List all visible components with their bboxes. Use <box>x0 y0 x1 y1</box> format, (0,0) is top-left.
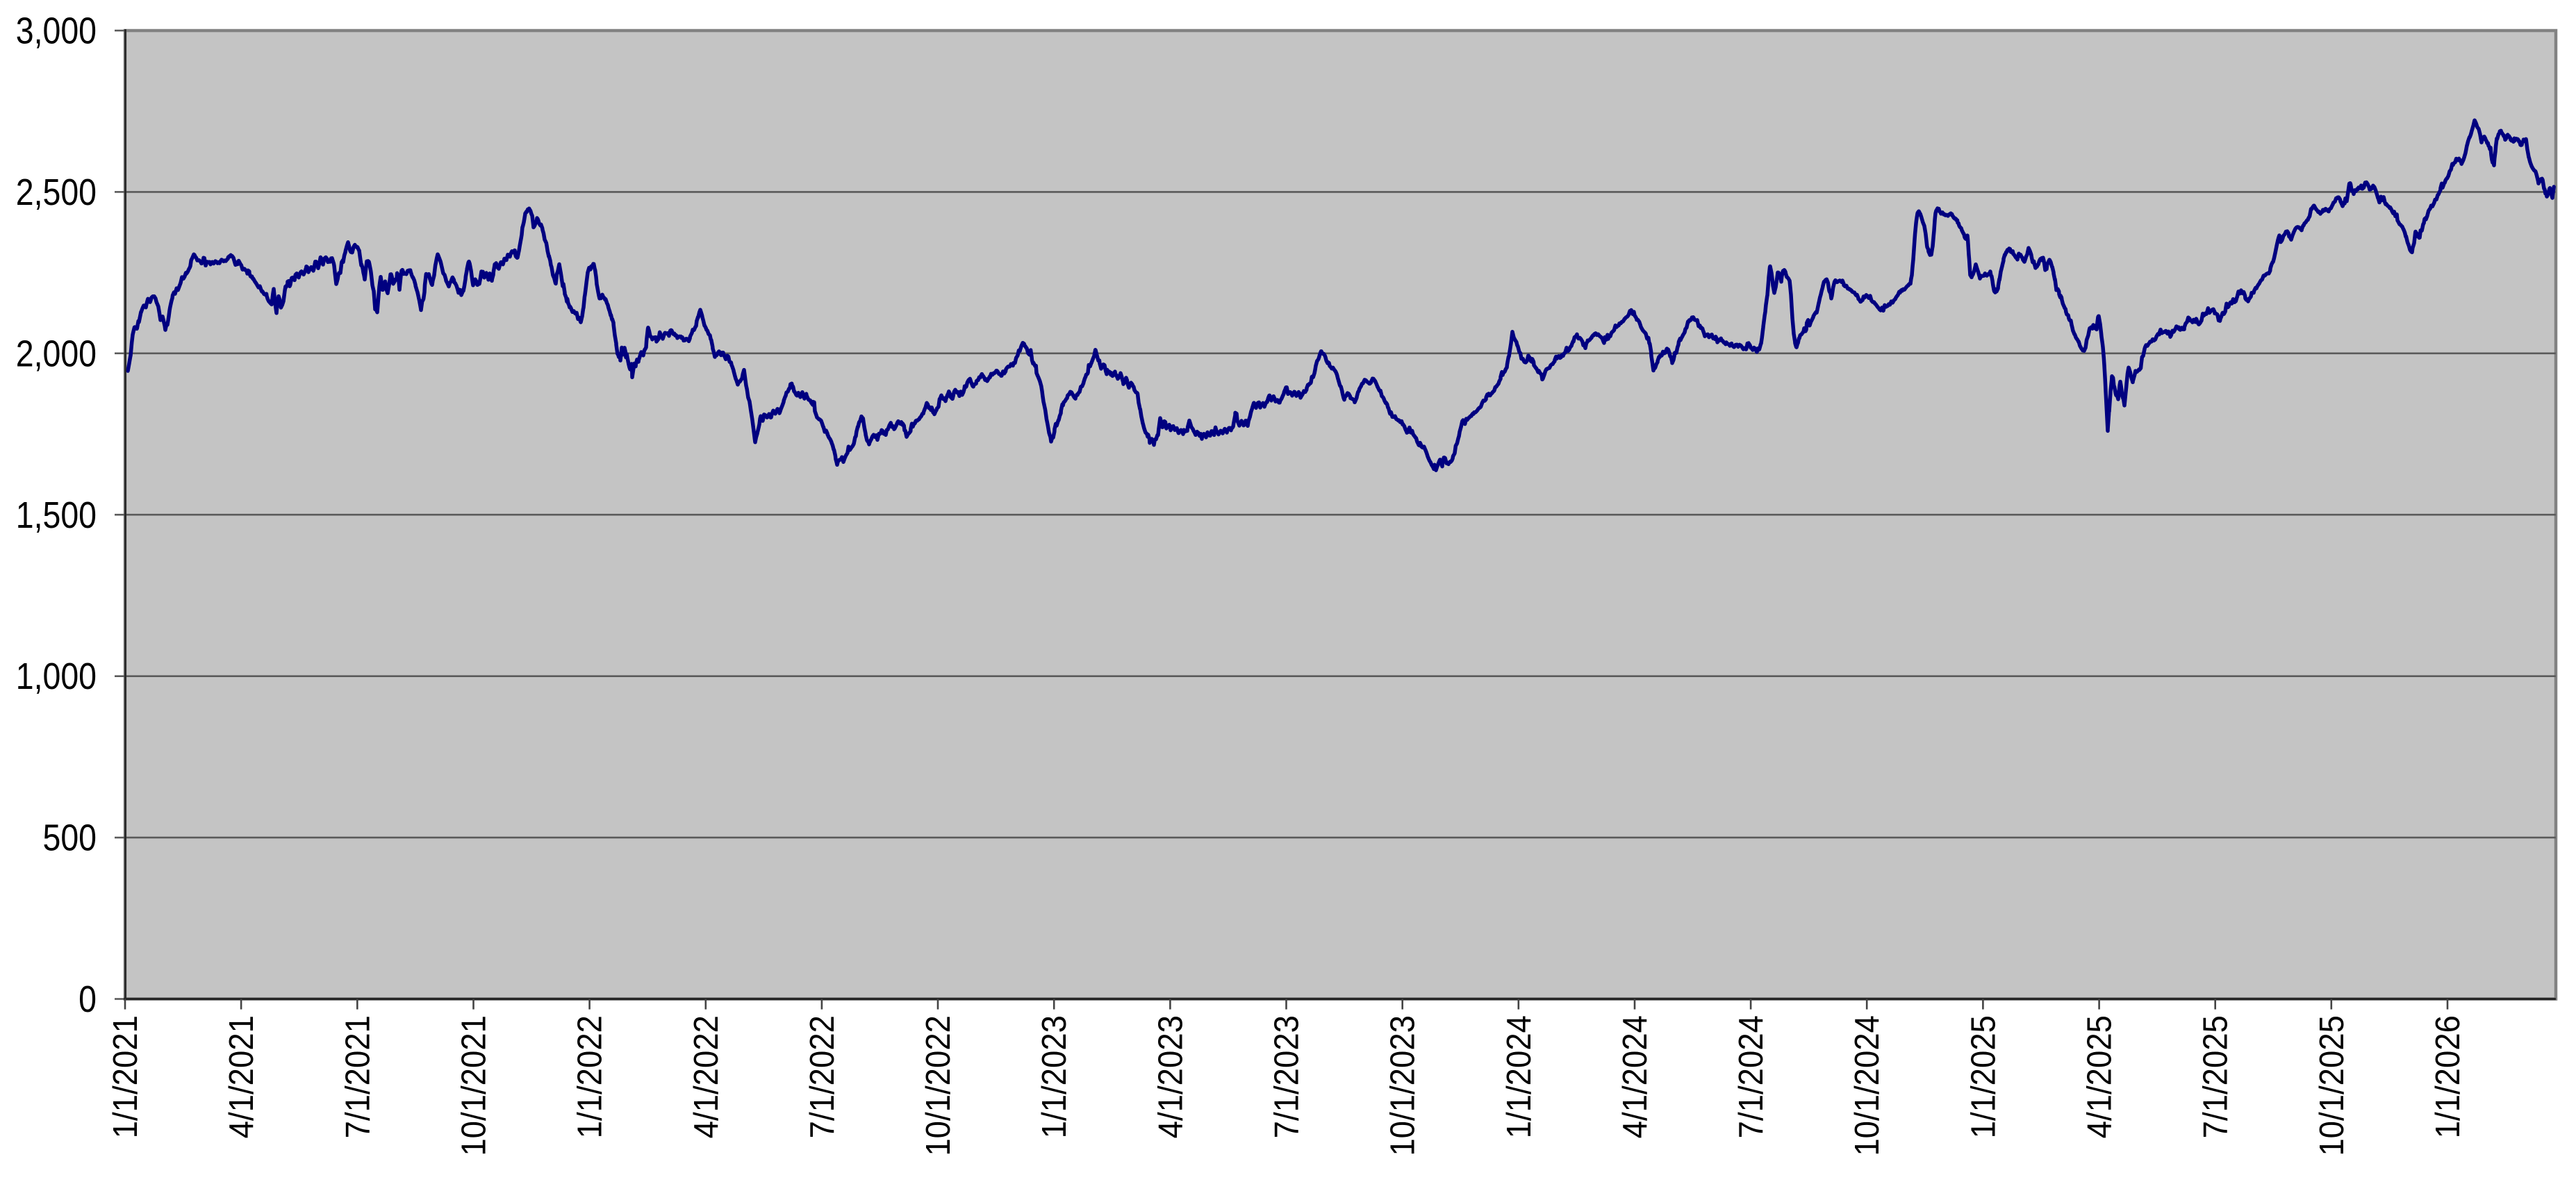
svg-text:3,000: 3,000 <box>16 9 97 51</box>
svg-text:10/1/2023: 10/1/2023 <box>1384 1015 1422 1156</box>
svg-text:4/1/2023: 4/1/2023 <box>1152 1015 1190 1138</box>
svg-text:1/1/2026: 1/1/2026 <box>2429 1015 2468 1138</box>
svg-text:2,500: 2,500 <box>16 171 97 213</box>
svg-text:7/1/2025: 7/1/2025 <box>2197 1015 2235 1138</box>
svg-text:2,000: 2,000 <box>16 332 97 374</box>
svg-text:10/1/2022: 10/1/2022 <box>920 1015 958 1156</box>
svg-text:10/1/2024: 10/1/2024 <box>1849 1015 1887 1156</box>
svg-text:7/1/2022: 7/1/2022 <box>803 1015 841 1138</box>
svg-text:7/1/2023: 7/1/2023 <box>1268 1015 1306 1138</box>
svg-text:1,000: 1,000 <box>16 655 97 697</box>
svg-text:1,500: 1,500 <box>16 493 97 535</box>
svg-text:10/1/2025: 10/1/2025 <box>2313 1015 2351 1156</box>
svg-text:4/1/2025: 4/1/2025 <box>2081 1015 2119 1138</box>
svg-text:1/1/2023: 1/1/2023 <box>1036 1015 1074 1138</box>
svg-text:1/1/2022: 1/1/2022 <box>571 1015 609 1138</box>
svg-text:500: 500 <box>43 816 97 858</box>
svg-text:7/1/2024: 7/1/2024 <box>1733 1015 1771 1138</box>
svg-text:4/1/2024: 4/1/2024 <box>1617 1015 1655 1138</box>
svg-text:1/1/2024: 1/1/2024 <box>1500 1015 1538 1138</box>
svg-text:0: 0 <box>79 978 97 1020</box>
svg-text:4/1/2022: 4/1/2022 <box>687 1015 725 1138</box>
svg-text:10/1/2021: 10/1/2021 <box>455 1015 493 1156</box>
svg-text:7/1/2021: 7/1/2021 <box>339 1015 377 1138</box>
svg-text:1/1/2025: 1/1/2025 <box>1965 1015 2003 1138</box>
svg-text:1/1/2021: 1/1/2021 <box>107 1015 145 1138</box>
svg-text:4/1/2021: 4/1/2021 <box>223 1015 261 1138</box>
